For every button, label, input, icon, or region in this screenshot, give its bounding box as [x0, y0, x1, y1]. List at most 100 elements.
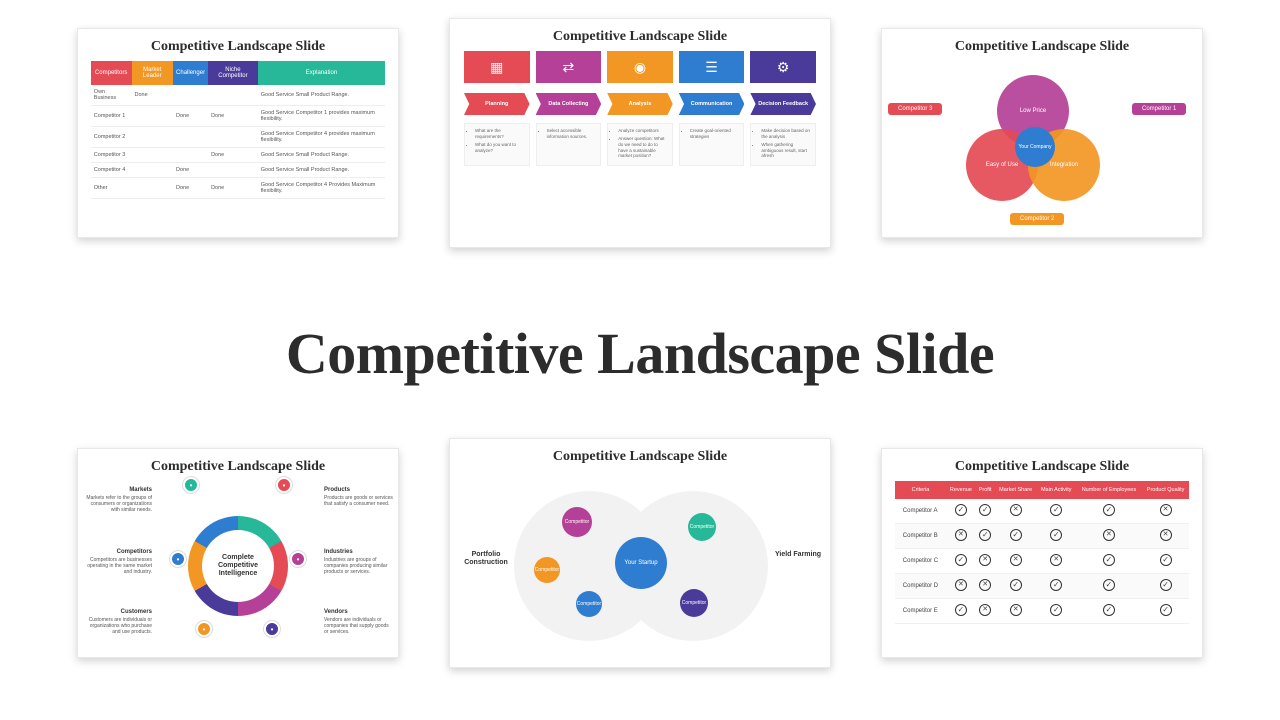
matrix-row: Competitor E: [895, 599, 1189, 624]
cross-icon: [1160, 529, 1172, 541]
matrix-row: Competitor B: [895, 524, 1189, 549]
top-row: Competitive Landscape Slide CompetitorsM…: [0, 28, 1280, 248]
check-icon: [955, 504, 967, 516]
table-row: Competitor 2Good Service Competitor 4 pr…: [91, 127, 385, 148]
check-icon: [1050, 504, 1062, 516]
competitor-bubble: Competitor: [576, 591, 602, 617]
lobe-label: Portfolio Construction: [456, 551, 516, 566]
step-text: Create goal-oriented strategies: [679, 123, 745, 166]
check-icon: [1103, 554, 1115, 566]
matrix-row: Competitor C: [895, 549, 1189, 574]
check-icon: [979, 504, 991, 516]
cross-icon: [1010, 604, 1022, 616]
bubble-center: Your Startup: [615, 537, 667, 589]
slide-title: Competitive Landscape Slide: [78, 29, 398, 61]
radial-dot-icon: •: [264, 621, 280, 637]
col-header: Challenger: [173, 61, 208, 85]
cross-icon: [1010, 504, 1022, 516]
radial-dot-icon: •: [196, 621, 212, 637]
radial-dot-icon: •: [276, 477, 292, 493]
step-tag: Communication: [679, 93, 745, 115]
step-text: Select accessible information sources.: [536, 123, 602, 166]
table-row: Own BusinessDoneGood Service Small Produ…: [91, 85, 385, 106]
criteria-matrix: CriteriaRevenueProfitMarket ShareMain Ac…: [895, 481, 1189, 624]
matrix-header: Profit: [976, 481, 995, 499]
bottom-row: Competitive Landscape Slide Complete Com…: [0, 448, 1280, 668]
competitor-bubble: Competitor: [534, 557, 560, 583]
matrix-row: Competitor D: [895, 574, 1189, 599]
venn-center: Your Company: [1015, 127, 1055, 167]
step-text: Make decision based on the analysisWhen …: [750, 123, 816, 166]
step-icon: ⚙: [750, 51, 816, 83]
venn-diagram: Low PriceEasy of UseIntegrationYour Comp…: [882, 61, 1202, 231]
cross-icon: [979, 604, 991, 616]
check-icon: [1103, 579, 1115, 591]
competitor-table: CompetitorsMarket LeaderChallengerNiche …: [91, 61, 385, 199]
slide-title: Competitive Landscape Slide: [882, 449, 1202, 481]
check-icon: [1050, 579, 1062, 591]
slide-6-matrix[interactable]: Competitive Landscape Slide CriteriaReve…: [881, 448, 1203, 658]
check-icon: [955, 554, 967, 566]
step-tag: Analysis: [607, 93, 673, 115]
matrix-header: Number of Employees: [1076, 481, 1142, 499]
radial-label: CompetitorsCompetitors are businesses op…: [82, 549, 152, 575]
check-icon: [1010, 579, 1022, 591]
table-row: Competitor 4DoneGood Service Small Produ…: [91, 163, 385, 178]
radial-diagram: Complete Competitive Intelligence Market…: [78, 481, 398, 651]
step-icon: ☰: [679, 51, 745, 83]
slide-2-process[interactable]: Competitive Landscape Slide ▦⇄◉☰⚙ Planni…: [449, 18, 831, 248]
slide-3-venn[interactable]: Competitive Landscape Slide Low PriceEas…: [881, 28, 1203, 238]
cross-icon: [1050, 554, 1062, 566]
step-tag: Decision Feedback: [750, 93, 816, 115]
slide-title: Competitive Landscape Slide: [450, 439, 830, 471]
check-icon: [979, 529, 991, 541]
main-heading: Competitive Landscape Slide: [0, 320, 1280, 387]
slide-5-bubbles[interactable]: Competitive Landscape Slide Portfolio Co…: [449, 438, 831, 668]
bubble-venn: Portfolio Construction Yield Farming Your …: [450, 471, 830, 651]
slide-4-radial[interactable]: Competitive Landscape Slide Complete Com…: [77, 448, 399, 658]
slide-title: Competitive Landscape Slide: [450, 19, 830, 51]
matrix-header: Market Share: [995, 481, 1037, 499]
step-icon: ▦: [464, 51, 530, 83]
table-row: Competitor 3DoneGood Service Small Produ…: [91, 148, 385, 163]
radial-label: CustomersCustomers are individuals or or…: [82, 609, 152, 635]
cross-icon: [955, 579, 967, 591]
check-icon: [1050, 529, 1062, 541]
slide-1-table[interactable]: Competitive Landscape Slide CompetitorsM…: [77, 28, 399, 238]
col-header: Competitors: [91, 61, 132, 85]
matrix-row: Competitor A: [895, 499, 1189, 524]
slide-title: Competitive Landscape Slide: [882, 29, 1202, 61]
lobe-label: Yield Farming: [768, 551, 828, 559]
competitor-bubble: Competitor: [680, 589, 708, 617]
check-icon: [1160, 604, 1172, 616]
template-gallery: Competitive Landscape Slide CompetitorsM…: [0, 0, 1280, 720]
matrix-header: Main Activity: [1037, 481, 1076, 499]
venn-label: Competitor 1: [1132, 103, 1186, 115]
check-icon: [1010, 529, 1022, 541]
competitor-bubble: Competitor: [688, 513, 716, 541]
step-text: What are the requirements?What do you wa…: [464, 123, 530, 166]
step-icon: ◉: [607, 51, 673, 83]
process-icons: ▦⇄◉☰⚙: [464, 51, 816, 83]
process-texts: What are the requirements?What do you wa…: [464, 123, 816, 166]
table-row: OtherDoneDoneGood Service Competitor 4 P…: [91, 178, 385, 199]
radial-label: ProductsProducts are goods or services t…: [324, 487, 394, 507]
matrix-header: Criteria: [895, 481, 946, 499]
check-icon: [1160, 554, 1172, 566]
table-row: Competitor 1DoneDoneGood Service Competi…: [91, 106, 385, 127]
check-icon: [1103, 604, 1115, 616]
slide-title: Competitive Landscape Slide: [78, 449, 398, 481]
radial-label: IndustriesIndustries are groups of compa…: [324, 549, 394, 575]
matrix-header: Product Quality: [1142, 481, 1189, 499]
step-tag: Data Collecting: [536, 93, 602, 115]
check-icon: [1160, 579, 1172, 591]
segment-ring: Complete Competitive Intelligence: [188, 516, 288, 616]
cross-icon: [979, 554, 991, 566]
cross-icon: [1160, 504, 1172, 516]
matrix-header: Revenue: [946, 481, 975, 499]
venn-label: Competitor 3: [888, 103, 942, 115]
radial-label: MarketsMarkets refer to the groups of co…: [82, 487, 152, 513]
radial-dot-icon: •: [170, 551, 186, 567]
competitor-bubble: Competitor: [562, 507, 592, 537]
cross-icon: [1010, 554, 1022, 566]
